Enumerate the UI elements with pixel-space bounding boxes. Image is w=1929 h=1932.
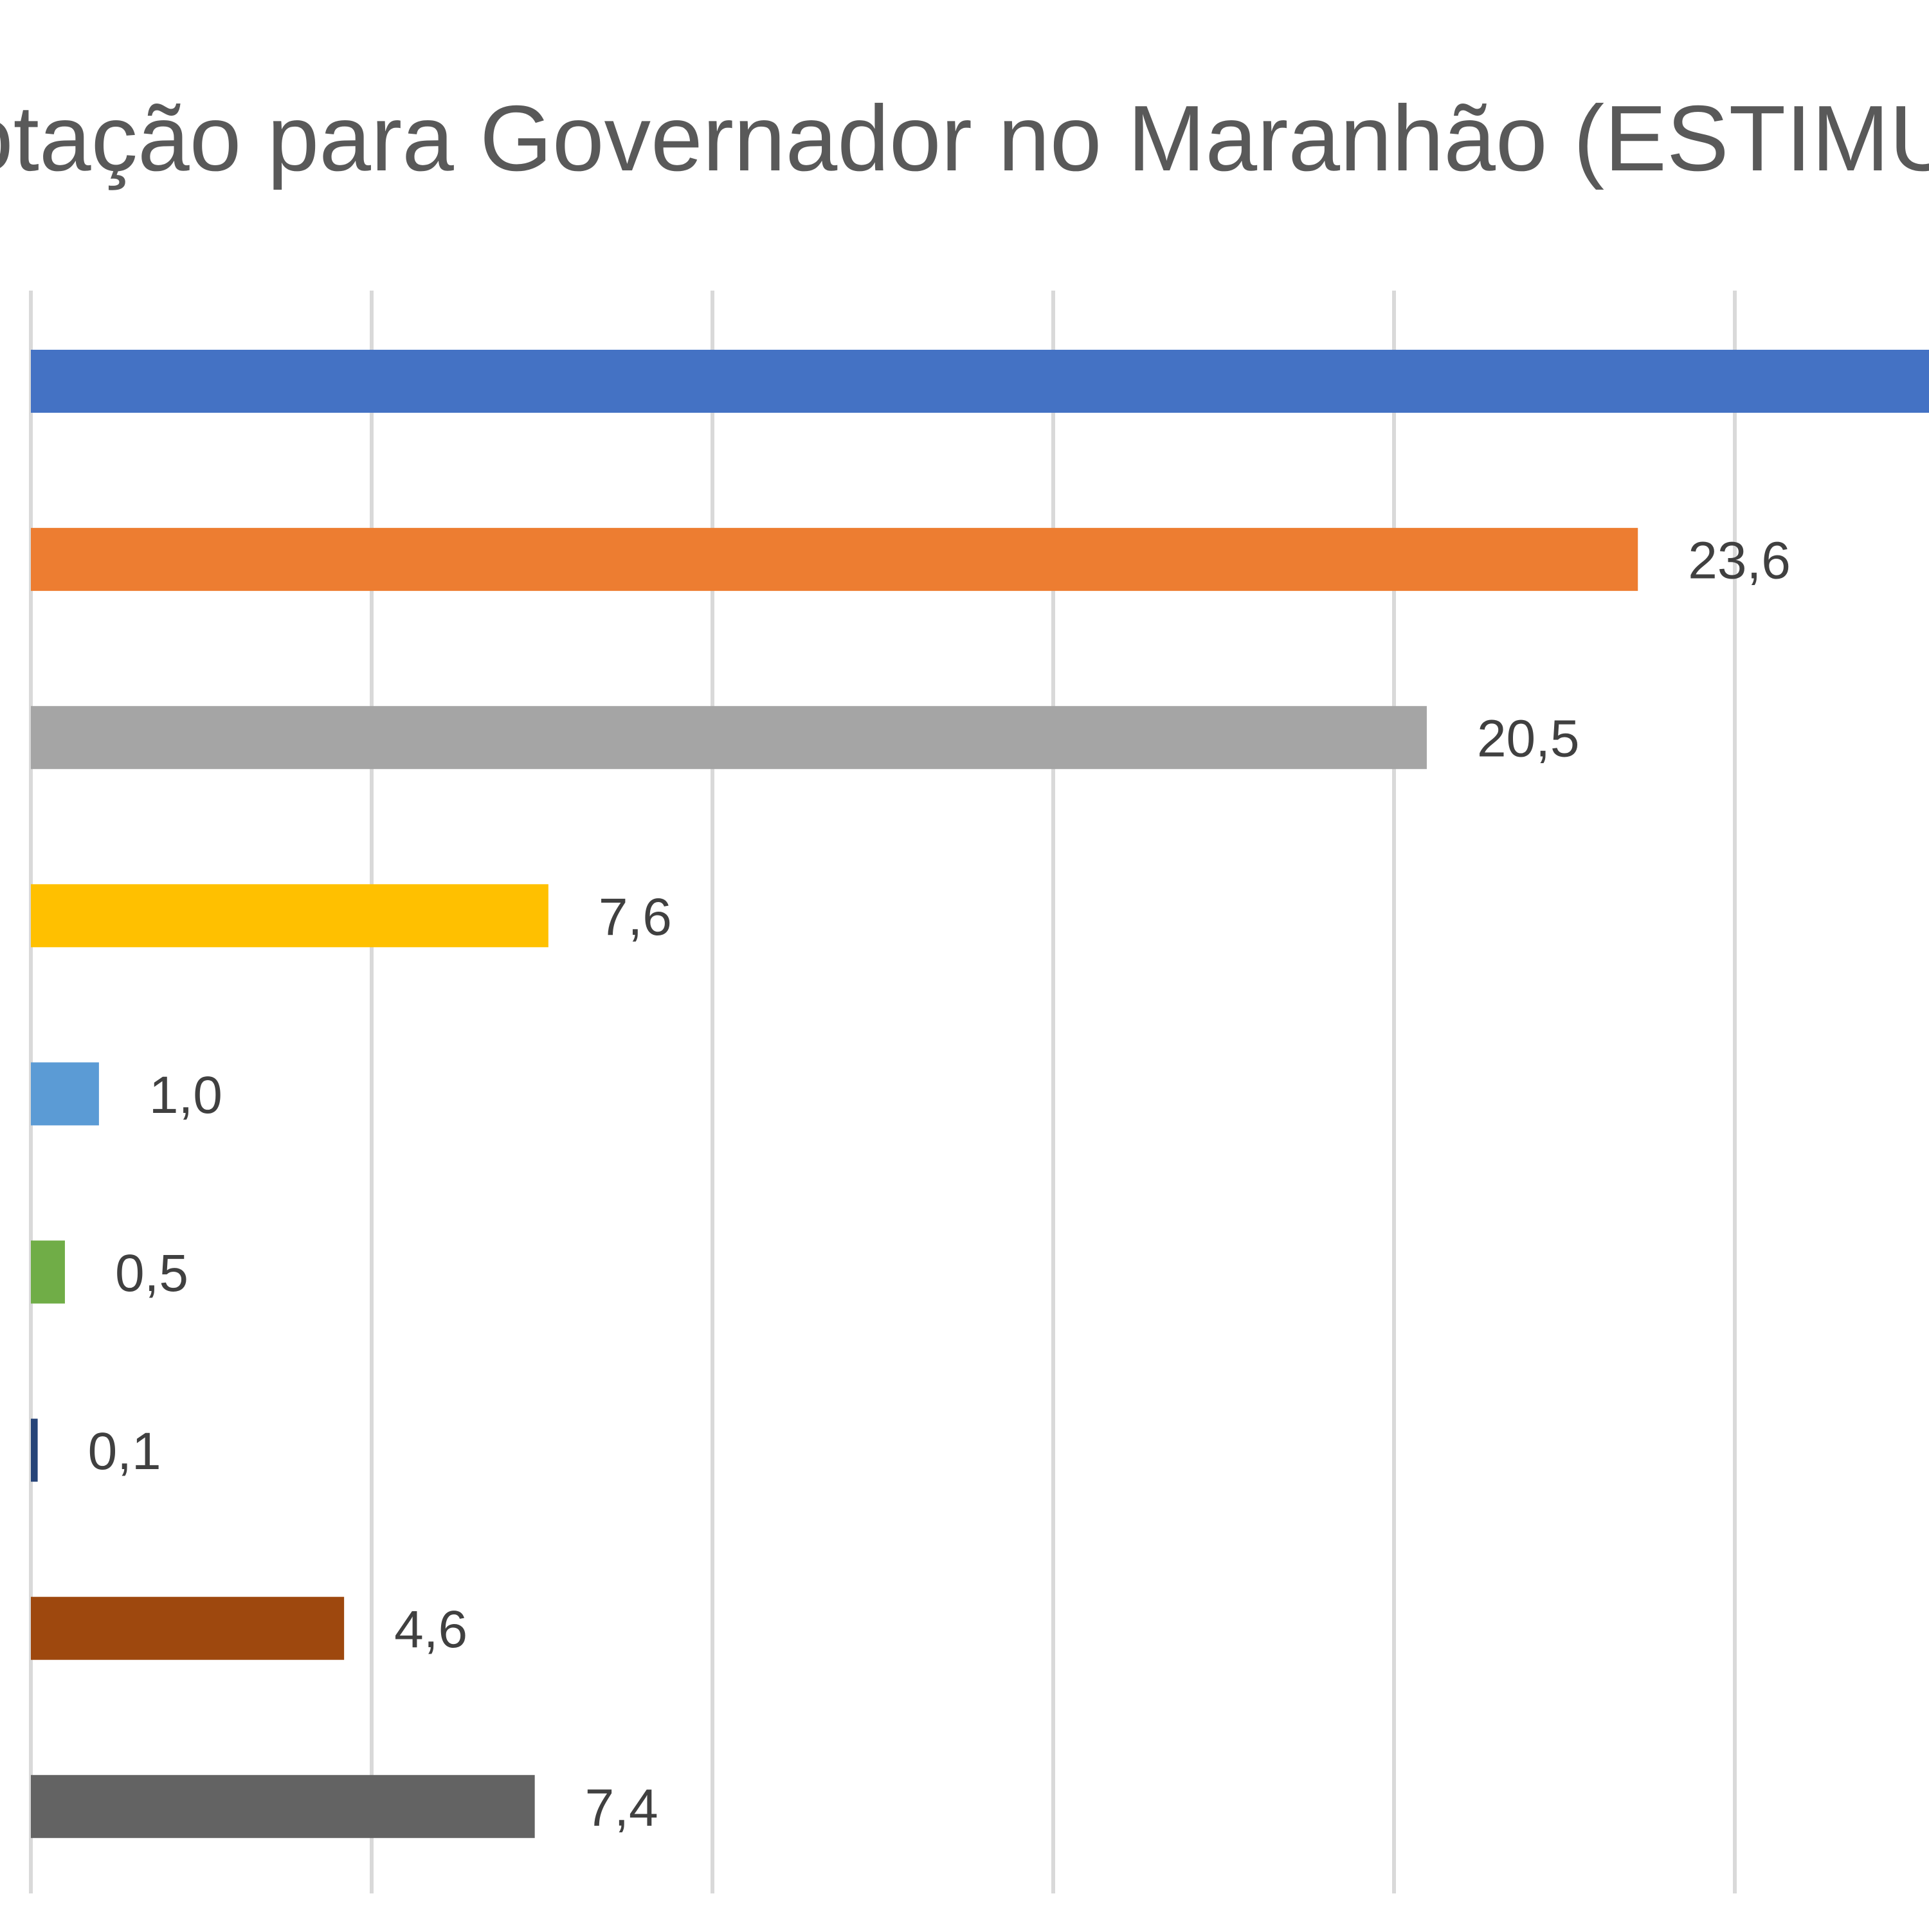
data-label: 7,6 [599,888,672,946]
bar [31,1418,38,1482]
data-label: 23,6 [1688,532,1791,590]
bar [31,1596,345,1660]
bar [31,884,548,948]
bar [31,350,1929,413]
bar [31,528,1638,591]
data-label: 20,5 [1477,710,1580,768]
data-labels: 23,6 20,5 7,6 1,0 0,5 0,1 4,6 7,4 [88,532,1791,1837]
data-label: 0,5 [115,1244,188,1303]
data-label: 1,0 [149,1066,222,1124]
bar [31,1062,99,1126]
chart-title: otação para Governador no Maranhão (ESTI… [0,86,1929,190]
bar [31,706,1427,770]
data-label: 7,4 [585,1778,658,1837]
data-label: 0,1 [88,1422,161,1481]
bar [31,1240,65,1304]
bars [31,350,1929,1838]
data-label: 4,6 [394,1600,467,1659]
bar [31,1774,535,1838]
